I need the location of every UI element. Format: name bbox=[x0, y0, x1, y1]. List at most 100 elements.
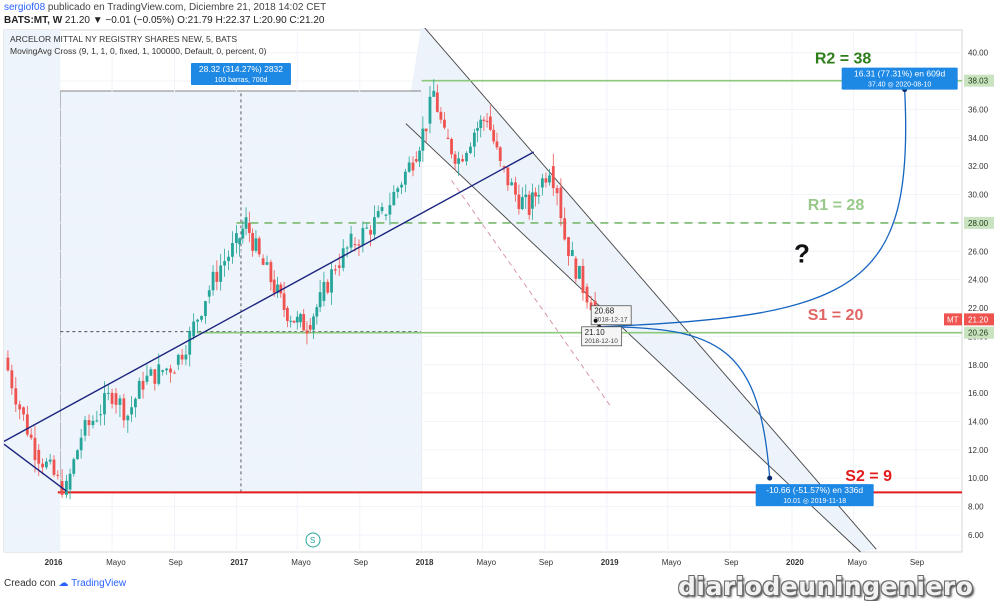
candle-body bbox=[68, 473, 72, 490]
split-marker-text: S bbox=[310, 536, 315, 545]
candle-body bbox=[302, 314, 306, 331]
channel-upper-line bbox=[424, 28, 877, 550]
candle-body bbox=[41, 463, 44, 468]
target-down-label-line1: -10.66 (-51.57%) en 336d bbox=[766, 485, 863, 495]
level-label-s2: S2 = 9 bbox=[845, 468, 892, 485]
level-label-s1: S1 = 20 bbox=[808, 307, 864, 324]
candle-body bbox=[276, 284, 279, 293]
author-link[interactable]: sergiof08 bbox=[4, 2, 46, 13]
candle-body bbox=[254, 238, 258, 251]
x-tick-label: Sep bbox=[724, 558, 739, 567]
candle-body bbox=[593, 300, 597, 309]
candle-body bbox=[6, 357, 10, 371]
symbol-label: BATS:MT, W bbox=[4, 15, 63, 26]
x-tick-label: Mayo bbox=[106, 558, 126, 567]
candle-body bbox=[443, 119, 446, 128]
candle-body bbox=[299, 314, 302, 323]
candle-body bbox=[392, 191, 396, 206]
range-label-line2: 100 barras, 700d bbox=[214, 77, 267, 84]
candle-body bbox=[485, 120, 489, 123]
candle-body bbox=[421, 128, 425, 151]
candle-body bbox=[403, 171, 407, 185]
x-tick-label: Sep bbox=[354, 558, 369, 567]
projection-up-arrow bbox=[599, 89, 907, 328]
candle-body bbox=[141, 380, 145, 390]
candle-body bbox=[149, 369, 153, 376]
candle-body bbox=[388, 205, 392, 215]
candle-body bbox=[22, 407, 25, 415]
candle-body bbox=[118, 398, 122, 405]
pre-2016-trendline bbox=[3, 443, 67, 492]
candle-body bbox=[257, 238, 261, 255]
price-chart[interactable]: 6.008.0010.0012.0014.0016.0018.0020.0022… bbox=[0, 28, 1003, 576]
tradingview-link[interactable]: TradingView bbox=[71, 578, 127, 589]
candle-body bbox=[578, 265, 581, 279]
candle-body bbox=[176, 354, 180, 365]
candle-body bbox=[373, 217, 376, 235]
candle-body bbox=[83, 420, 87, 436]
candle-body bbox=[234, 233, 238, 243]
candle-body bbox=[450, 139, 453, 155]
created-with-label: Creado con bbox=[4, 578, 56, 589]
target-down-label-box bbox=[755, 484, 874, 507]
candle-body bbox=[56, 474, 60, 476]
x-tick-label: Sep bbox=[168, 558, 183, 567]
candle-body bbox=[99, 414, 103, 416]
candle-body bbox=[114, 393, 118, 405]
candle-body bbox=[353, 244, 357, 246]
current-price-tag bbox=[964, 313, 994, 326]
candle-body bbox=[330, 269, 333, 293]
candle-body bbox=[349, 233, 353, 248]
x-tick-label: 2016 bbox=[45, 558, 63, 567]
candle-body bbox=[581, 265, 585, 293]
candle-body bbox=[261, 258, 265, 265]
candle-body bbox=[188, 330, 192, 355]
axis-tag-s1 bbox=[964, 326, 994, 339]
candle-body bbox=[161, 370, 165, 372]
candle-body bbox=[517, 194, 521, 210]
axis-tag-r2 bbox=[964, 74, 994, 87]
watermark-logo: diariodeuningeniero bbox=[678, 572, 974, 601]
candle-body bbox=[72, 459, 76, 474]
candle-body bbox=[37, 449, 41, 464]
candle-body bbox=[173, 372, 176, 374]
candle-body bbox=[44, 461, 48, 468]
current-symbol-text: MT bbox=[947, 315, 959, 324]
candle-body bbox=[244, 217, 248, 229]
price-readout: 21.20 ▼ −0.01 (−0.05%) O:21.79 H:22.37 L… bbox=[64, 15, 325, 26]
candle-body bbox=[548, 175, 551, 183]
y-tick-label: 24.00 bbox=[968, 276, 989, 285]
candle-body bbox=[333, 269, 337, 271]
y-tick-label: 30.00 bbox=[968, 191, 989, 200]
candle-body bbox=[482, 119, 486, 121]
candle-body bbox=[29, 434, 33, 438]
candle-body bbox=[457, 158, 461, 164]
candle-body bbox=[200, 316, 203, 320]
candle-body bbox=[48, 459, 52, 462]
candle-body bbox=[530, 192, 534, 209]
current-symbol-tag bbox=[944, 313, 962, 326]
candle-body bbox=[414, 159, 418, 162]
candle-body bbox=[103, 393, 106, 415]
target-up-label-line1: 16.31 (77.31%) en 609d bbox=[854, 69, 945, 79]
candle-body bbox=[424, 128, 428, 132]
point-label-value: 21.10 bbox=[585, 328, 606, 337]
candle-body bbox=[559, 187, 563, 219]
candle-body bbox=[285, 308, 289, 321]
candle-body bbox=[14, 388, 18, 405]
projection-end-point bbox=[767, 475, 773, 481]
candle-body bbox=[341, 248, 345, 268]
x-tick-label: 2019 bbox=[601, 558, 619, 567]
target-down-label-line2: 10.01 ◎ 2019-11-18 bbox=[783, 498, 846, 505]
candle-body bbox=[488, 116, 492, 130]
x-tick-label: Mayo bbox=[662, 558, 682, 567]
candle-body bbox=[361, 228, 365, 246]
y-tick-label: 18.00 bbox=[968, 361, 989, 370]
level-label-r1: R1 = 28 bbox=[808, 197, 865, 214]
tradingview-logo-icon: ☁ bbox=[58, 578, 69, 589]
axis-tag-text: 28.00 bbox=[968, 219, 989, 228]
candle-body bbox=[79, 437, 83, 451]
candle-body bbox=[122, 398, 126, 421]
candle-body bbox=[534, 192, 538, 197]
candle-body bbox=[219, 265, 223, 282]
